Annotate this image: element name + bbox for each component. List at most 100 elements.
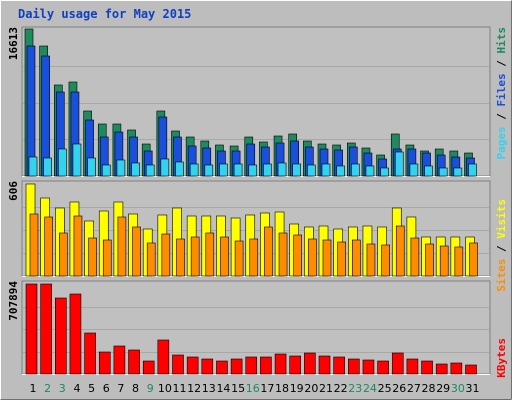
kbytes-max-label: 707894 <box>7 281 20 321</box>
sites-bar <box>220 236 229 277</box>
x-tick-label: 4 <box>73 382 80 395</box>
pages-bar <box>453 167 463 177</box>
sites-bar <box>308 238 317 277</box>
sites-bar <box>278 232 288 277</box>
x-tick-label: 31 <box>466 382 480 395</box>
pages-bar <box>380 167 389 177</box>
pages-bar <box>116 159 126 177</box>
sites-bar <box>146 242 156 277</box>
x-tick-label: 15 <box>231 382 245 395</box>
sites-bar <box>293 234 303 277</box>
sites-bar <box>381 244 390 277</box>
sites-bar <box>117 216 127 277</box>
kbytes-bar <box>421 360 433 375</box>
visits-max-label: 606 <box>7 181 20 201</box>
panel-2-legend: Sites / Visits <box>495 199 508 292</box>
pages-bar <box>365 165 375 177</box>
kbytes-bar <box>465 364 477 375</box>
pages-bar <box>263 163 272 177</box>
x-tick-label: 26 <box>392 382 406 395</box>
x-tick-label: 8 <box>132 382 139 395</box>
kbytes-bar <box>54 297 67 375</box>
x-tick-label: 29 <box>436 382 450 395</box>
pages-bar <box>424 165 433 177</box>
pages-bar <box>468 163 477 177</box>
pages-bar <box>394 151 404 177</box>
pages-bar <box>350 163 360 177</box>
kbytes-bar <box>113 345 126 375</box>
pages-bar <box>160 158 170 177</box>
x-tick-label: 24 <box>363 382 377 395</box>
kbytes-bar <box>186 356 199 375</box>
kbytes-bar <box>230 358 243 375</box>
sites-bar <box>410 237 420 277</box>
pages-bar <box>57 148 67 177</box>
x-tick-label: 13 <box>202 382 216 395</box>
sites-bar <box>190 236 200 277</box>
x-tick-label: 28 <box>422 382 436 395</box>
x-tick-label: 27 <box>407 382 421 395</box>
sites-bar <box>102 239 112 277</box>
sites-bar <box>58 232 68 277</box>
x-tick-label: 17 <box>260 382 274 395</box>
kbytes-bar <box>318 355 331 375</box>
sites-bar <box>88 237 97 277</box>
x-tick-label: 6 <box>103 382 110 395</box>
pages-bar <box>131 162 140 177</box>
x-tick-label: 14 <box>216 382 230 395</box>
sites-bar <box>176 238 185 277</box>
pages-bar <box>175 161 184 177</box>
pages-bar <box>336 165 345 177</box>
legend-pages: Pages <box>495 126 508 159</box>
sites-bar <box>425 243 434 277</box>
kbytes-bar <box>333 356 345 375</box>
x-tick-label: 10 <box>158 382 172 395</box>
files-bar <box>26 45 36 177</box>
pages-bar <box>43 157 52 177</box>
sites-bar <box>234 240 244 277</box>
pages-bar <box>28 156 38 177</box>
pages-bar <box>292 163 302 177</box>
x-tick-label: 1 <box>30 382 37 395</box>
kbytes-bar <box>216 360 228 375</box>
kbytes-bar <box>157 339 170 375</box>
sites-bar <box>366 243 376 277</box>
sites-bar <box>351 239 361 277</box>
kbytes-bar <box>142 360 155 375</box>
panel-3-legend: KBytes <box>495 338 508 378</box>
sites-bar <box>249 238 259 277</box>
legend-kbytes: KBytes <box>495 338 508 378</box>
chart-title: Daily usage for May 2015 <box>18 7 192 21</box>
x-tick-label: 2 <box>44 382 51 395</box>
legend-hits: Hits <box>495 27 508 54</box>
kbytes-bar <box>128 349 140 375</box>
sites-bar <box>454 246 464 277</box>
sites-bar <box>44 216 53 277</box>
pages-bar <box>248 164 258 177</box>
x-tick-label: 21 <box>319 382 333 395</box>
kbytes-bar <box>406 358 419 375</box>
pages-bar <box>204 164 214 177</box>
kbytes-bar <box>201 358 214 375</box>
sites-bar <box>29 213 39 277</box>
pages-bar <box>321 163 331 177</box>
x-tick-label: 30 <box>451 382 465 395</box>
kbytes-bar <box>289 355 302 375</box>
x-tick-label: 18 <box>275 382 289 395</box>
x-tick-label: 25 <box>378 382 392 395</box>
kbytes-bar <box>274 353 287 375</box>
x-tick-label: 12 <box>187 382 201 395</box>
kbytes-bar <box>40 283 52 375</box>
kbytes-bar <box>435 363 448 375</box>
sites-bar <box>322 239 332 277</box>
kbytes-bar <box>245 356 258 375</box>
x-tick-label: 22 <box>334 382 348 395</box>
legend-separator: / <box>495 107 508 127</box>
pages-bar <box>307 164 316 177</box>
legend-sites: Sites <box>495 259 508 292</box>
sites-bar <box>439 245 449 277</box>
sites-bar <box>469 242 478 277</box>
x-tick-label: 19 <box>290 382 304 395</box>
pages-bar <box>101 164 111 177</box>
